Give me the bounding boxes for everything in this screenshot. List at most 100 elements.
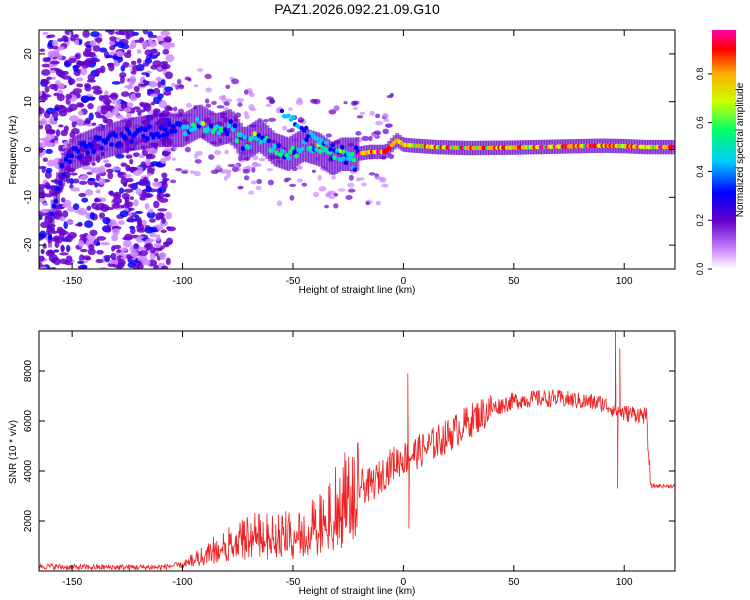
spectral-blob [77,265,83,269]
spectral-blob [114,30,125,35]
spectral-ridge-mark [256,133,261,139]
bot-xtick-label: -50 [286,577,301,588]
spectral-halo [196,105,201,139]
spectral-blob [51,45,59,50]
spectral-blob [72,65,79,72]
spectral-blob [375,200,381,206]
spectral-blob [374,113,381,119]
spectral-halo [305,128,310,163]
spectral-ridge-mark [230,127,236,133]
spectral-ridge-mark [192,126,198,132]
spectral-blob [160,79,166,86]
spectral-blob [125,112,132,118]
spectral-blob [146,168,156,172]
spectral-blob [40,208,50,214]
spectral-blob [108,190,114,196]
spectral-blob [103,255,112,259]
spectral-blob [356,115,364,119]
spectral-blob [74,53,81,60]
spectral-blob [72,178,80,184]
spectral-ridge-mark [349,151,355,157]
spectral-ridge-mark [351,157,357,163]
spectral-blob [155,76,162,82]
spectral-blob [39,107,45,115]
spectral-ridge-mark [89,143,94,149]
spectral-blob [42,31,49,36]
spectral-blob [126,30,135,38]
spectral-blob [148,41,158,48]
spectral-track-mark [323,140,329,145]
spectral-blob [252,155,259,161]
spectral-blob [39,230,47,239]
spectral-blob [79,180,88,185]
spectral-blob [157,208,168,212]
spectral-blob [313,98,321,105]
spectral-track-mark [348,156,353,162]
spectral-blob [161,172,168,179]
spectral-blob [289,183,297,188]
spectral-blob [116,50,124,58]
spectral-blob [125,177,134,183]
spectral-blob [96,241,101,246]
spectral-ridge-mark [55,186,61,192]
spectrogram-xlabel: Height of straight line (km) [299,285,416,296]
spectral-blob [163,91,172,96]
spectral-halo [116,120,121,155]
spectral-blob [132,106,141,110]
spectral-blob [111,245,116,252]
spectral-blob [78,176,85,180]
spectral-ridge-mark [216,130,222,136]
spectral-halo [58,158,63,193]
spectral-blob [134,210,143,215]
spectral-blob [104,227,111,233]
spectral-ridge-mark [169,129,174,135]
spectral-blob [106,111,114,118]
spectral-blob [112,228,120,236]
spectral-blob [166,106,174,112]
spectral-ridge-mark [182,131,188,137]
spectral-blob [295,99,304,106]
spectral-blob [149,93,159,98]
spectral-blob [148,208,154,214]
spectral-halo [244,126,249,161]
spectral-halo [336,138,341,173]
spectral-blob [79,67,88,76]
spectral-blob [164,71,173,80]
spectral-blob [51,110,59,118]
spectral-ridge-mark [314,146,319,152]
spectral-blob [328,109,337,115]
spectral-blob [222,107,229,111]
spectral-blob [117,171,123,176]
spectral-blob [82,255,91,260]
spectral-blob [109,45,116,51]
spectral-ridge-mark [59,163,65,169]
spectral-blob [89,211,96,220]
spectral-blob [252,162,259,167]
spectral-blob [365,201,371,206]
spectral-blob [249,107,257,111]
spectral-blob [195,150,203,156]
spectral-blob [52,39,59,48]
spectral-blob [120,247,128,252]
spectral-blob [325,193,331,198]
spectral-blob [96,236,107,241]
spectral-ridge-mark [222,127,228,133]
spectral-blob [223,176,228,181]
spectral-blob [90,167,96,174]
spectral-blob [234,164,239,168]
spectral-blob [263,119,269,123]
spectral-blob [205,87,212,93]
spectral-blob [115,114,124,119]
spectral-blob [236,97,245,103]
spectral-blob [95,115,105,119]
spectral-blob [122,239,132,248]
spectral-blob [384,123,393,128]
spectral-blob [248,92,255,97]
top-ytick-label: 10 [23,96,34,108]
spectral-blob [51,76,56,80]
top-ytick-label: 20 [23,48,34,60]
spectral-track-mark [290,114,296,120]
spectral-blob [86,205,92,211]
spectral-halo [214,113,219,147]
spectral-blob [224,149,230,155]
